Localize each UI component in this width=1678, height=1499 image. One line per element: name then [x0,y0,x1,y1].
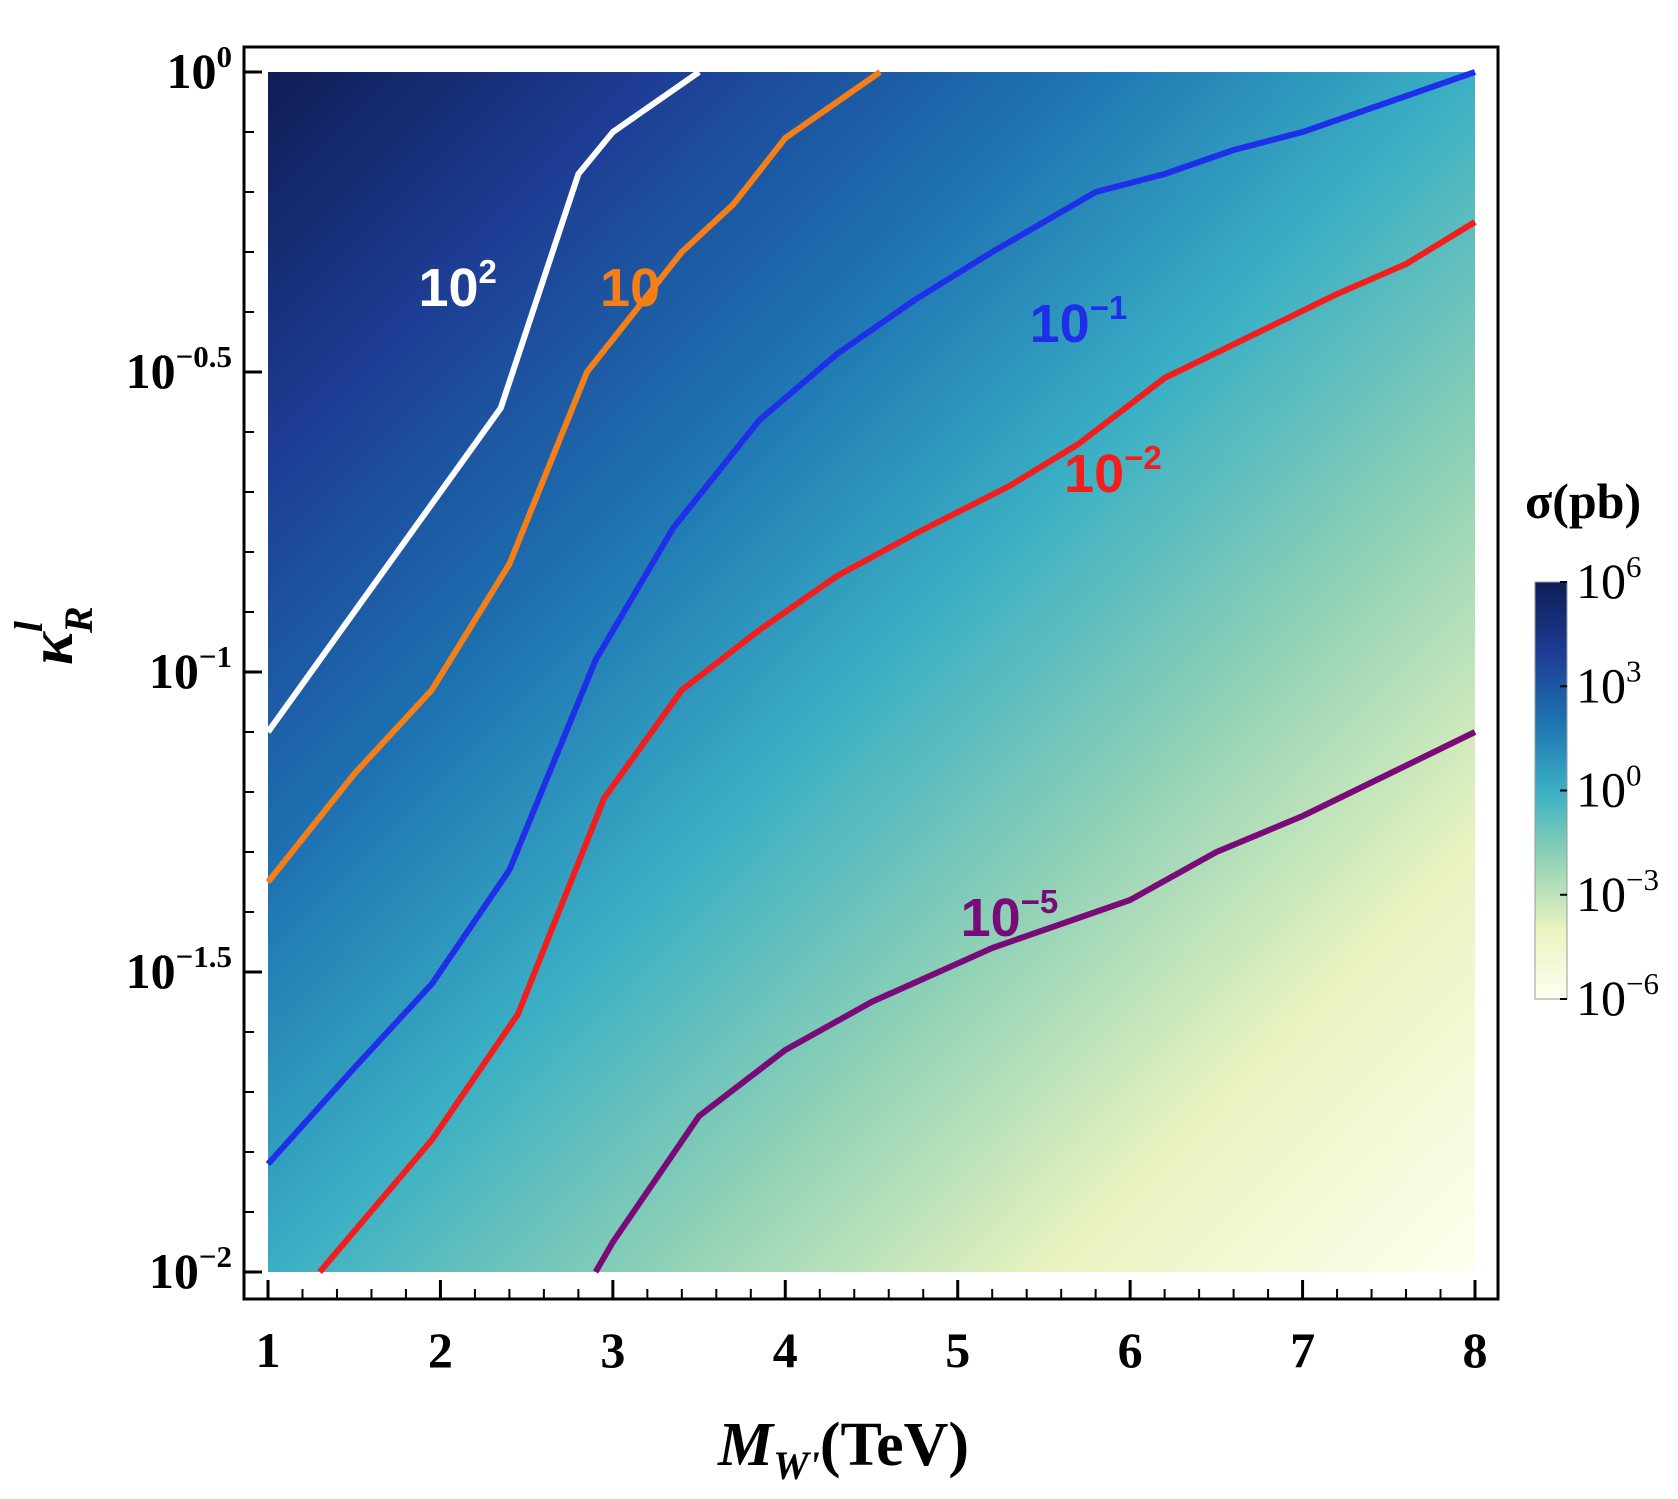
colorbar-tick-label: 103 [1576,653,1642,713]
x-tick-label: 4 [773,1322,798,1378]
y-tick-label: 10−1 [149,639,232,699]
x-tick-label: 6 [1118,1322,1143,1378]
x-axis: 1 2 3 4 5 6 7 8 [256,1280,1488,1378]
contour-line-5 [593,729,1477,1274]
contour-label-5: 10−5 [961,883,1059,948]
contour-label-2: 10 [600,258,660,318]
x-tick-label: 5 [945,1322,970,1378]
x-axis-title: MW'(TeV) [717,1411,969,1488]
colorbar-ticks: 106 103 100 10−3 10−6 [1560,549,1659,1026]
x-tick-label: 1 [256,1322,281,1378]
contour-lines [265,69,1477,1274]
colorbar-tick-label: 100 [1576,758,1642,818]
contour-labels: 102 10 10−1 10−2 10−5 [418,253,1161,948]
y-tick-label: 100 [167,39,233,99]
x-tick-label: 2 [428,1322,453,1378]
heatmap-field [268,72,1475,1272]
x-tick-label: 7 [1290,1322,1315,1378]
contour-label-4: 10−2 [1064,439,1162,504]
y-tick-label: 10−2 [149,1239,232,1299]
colorbar-tick-label: 10−3 [1576,862,1659,922]
y-axis: 10−2 10−1.5 10−1 10−0.5 100 [126,39,262,1299]
colorbar-tick-label: 10−6 [1576,966,1659,1026]
colorbar-tick-label: 106 [1576,549,1642,609]
y-tick-label: 10−1.5 [126,939,232,999]
contour-line-3 [265,69,1476,1167]
contour-label-3: 10−1 [1030,289,1128,354]
x-tick-label: 8 [1463,1322,1488,1378]
contour-label-1: 102 [418,253,496,318]
contour-line-2 [265,69,882,884]
contour-line-1 [265,69,701,734]
contour-line-4 [317,219,1477,1274]
x-tick-label: 3 [600,1322,625,1378]
y-axis-title: κl R [6,606,101,665]
colorbar-title: σ(pb) [1525,473,1641,529]
y-tick-label: 10−0.5 [126,339,232,399]
